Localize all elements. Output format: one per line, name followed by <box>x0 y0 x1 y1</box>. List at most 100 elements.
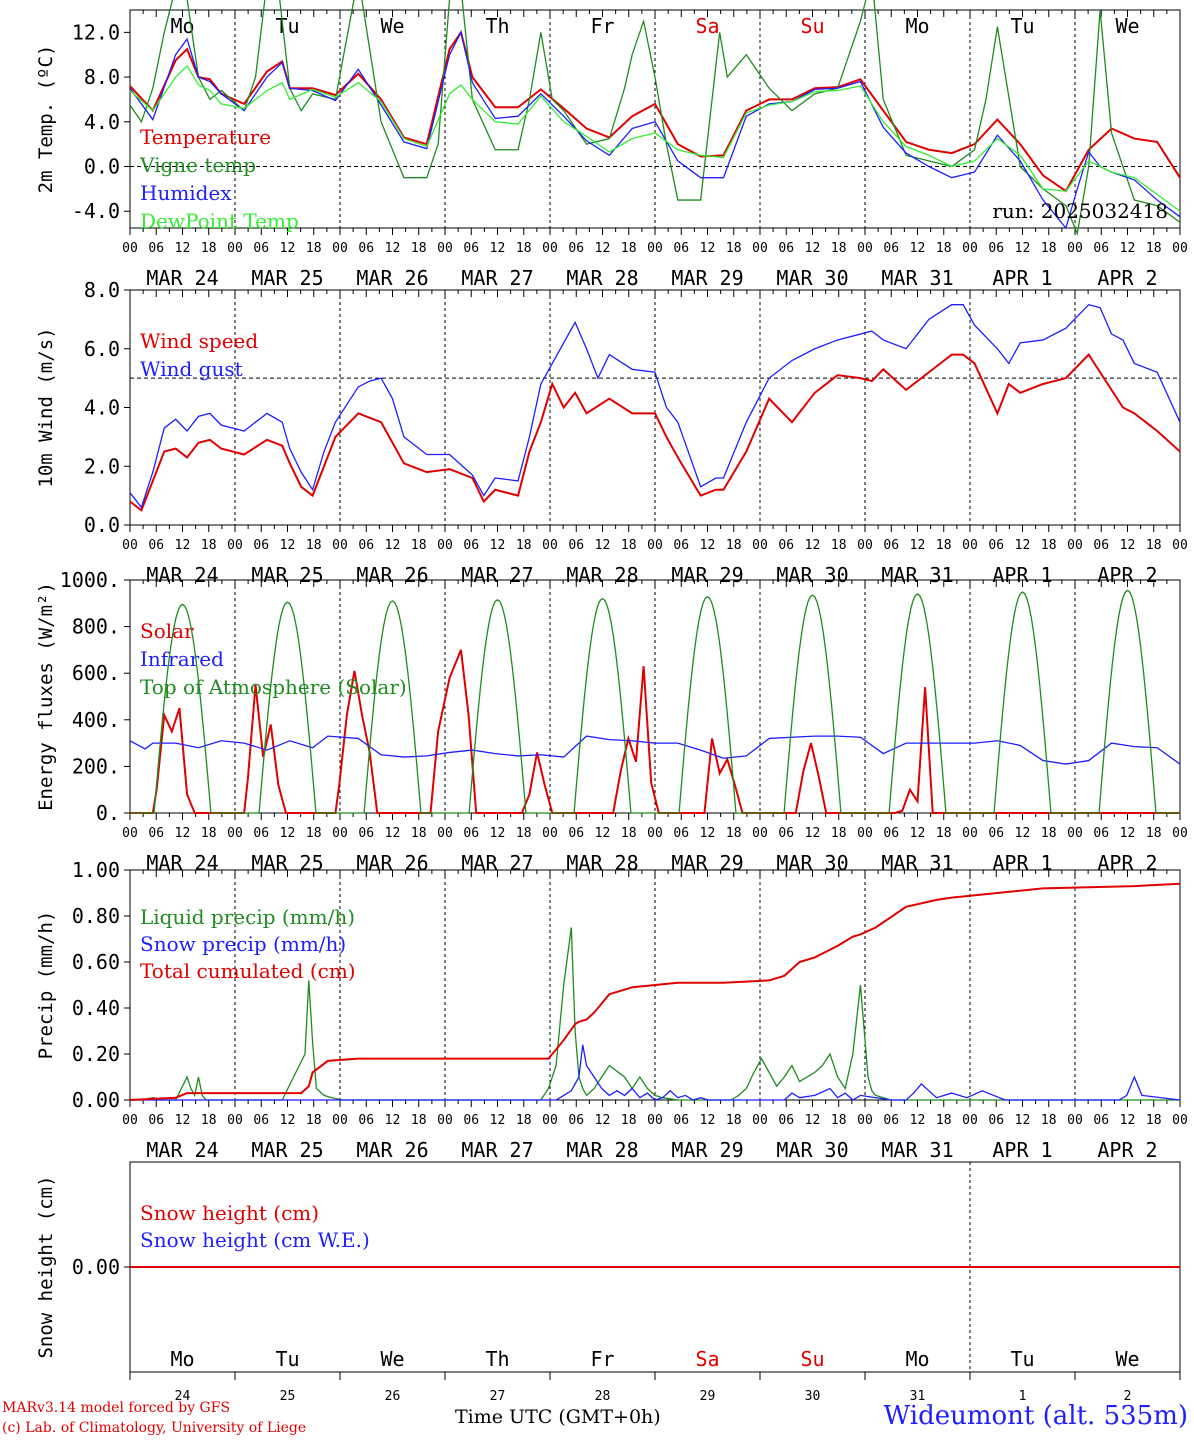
panel-temp: 12.0 8.0 4.0 0.0 -4.0 2m Temp. (ºC) 00 06 12 18 00… <box>35 0 1188 290</box>
hour-tick-label: 06 <box>358 538 374 553</box>
hour-tick-label: 18 <box>1041 1113 1057 1128</box>
day-number-label: 27 <box>490 1389 506 1404</box>
hour-tick-label: 12 <box>385 241 401 256</box>
hour-tick-label: 06 <box>253 826 269 841</box>
hour-tick-label: 06 <box>148 1113 164 1128</box>
hour-tick-label: 18 <box>726 1113 742 1128</box>
hour-tick-label: 12 <box>175 538 191 553</box>
day-number-label: 30 <box>805 1389 821 1404</box>
weekday-label: Sa <box>695 1347 719 1371</box>
hour-tick-label: 18 <box>411 538 427 553</box>
hour-tick-label: 00 <box>647 241 663 256</box>
hour-tick-label: 18 <box>936 538 952 553</box>
y-tick-label: 12.0 <box>72 20 120 44</box>
legend-entry: Liquid precip (mm/h) <box>140 905 355 929</box>
hour-tick-label: 06 <box>148 538 164 553</box>
hour-tick-label: 12 <box>385 826 401 841</box>
hour-tick-label: 12 <box>385 1113 401 1128</box>
y-axis-label: 2m Temp. (ºC) <box>35 45 57 194</box>
hour-tick-label: 18 <box>201 241 217 256</box>
hour-tick-label: 12 <box>910 1113 926 1128</box>
hour-tick-label: 12 <box>805 826 821 841</box>
hour-tick-label: 00 <box>1172 826 1188 841</box>
weekday-label: We <box>380 1347 404 1371</box>
hour-tick-label: 06 <box>673 1113 689 1128</box>
hour-tick-label: 00 <box>1067 1113 1083 1128</box>
hour-tick-label: 12 <box>700 826 716 841</box>
hour-tick-label: 06 <box>778 826 794 841</box>
legend-entry: Temperature <box>140 125 271 149</box>
hour-tick-label: 00 <box>647 1113 663 1128</box>
y-tick-label: 8.0 <box>84 278 120 302</box>
date-label: MAR 31 <box>881 1138 953 1162</box>
hour-tick-label: 00 <box>332 826 348 841</box>
legend-entry: Snow height (cm W.E.) <box>140 1228 370 1252</box>
hour-tick-label: 06 <box>358 241 374 256</box>
weekday-label: Th <box>485 14 509 38</box>
hour-tick-label: 12 <box>280 241 296 256</box>
hour-tick-label: 12 <box>280 826 296 841</box>
hour-tick-label: 12 <box>1015 241 1031 256</box>
day-number-label: 1 <box>1019 1389 1027 1404</box>
hour-tick-label: 06 <box>778 241 794 256</box>
hour-tick-label: 00 <box>122 826 138 841</box>
hour-tick-label: 18 <box>516 538 532 553</box>
hour-tick-label: 06 <box>988 826 1004 841</box>
series-line-vigne-temp <box>129 0 1181 236</box>
hour-tick-label: 06 <box>463 241 479 256</box>
y-tick-label: 0.00 <box>72 1255 120 1279</box>
hour-tick-label: 00 <box>437 1113 453 1128</box>
series-line-dewpoint-temp <box>129 64 1181 212</box>
y-tick-label: 200. <box>72 754 120 778</box>
date-label: MAR 30 <box>776 266 848 290</box>
hour-tick-label: 00 <box>542 826 558 841</box>
weekday-label: We <box>1115 1347 1139 1371</box>
legend-entry: Wind gust <box>140 357 243 381</box>
hour-tick-label: 00 <box>962 538 978 553</box>
hour-tick-label: 06 <box>568 826 584 841</box>
hour-tick-label: 06 <box>988 538 1004 553</box>
hour-tick-label: 06 <box>883 241 899 256</box>
hour-tick-label: 06 <box>253 241 269 256</box>
date-label: MAR 28 <box>566 1138 638 1162</box>
series-line-wind-gust <box>129 303 1181 509</box>
hour-tick-label: 18 <box>1041 826 1057 841</box>
hour-tick-label: 12 <box>1120 538 1136 553</box>
y-tick-label: 0.60 <box>72 950 120 974</box>
hour-tick-label: 06 <box>463 538 479 553</box>
hour-tick-label: 12 <box>910 538 926 553</box>
weekday-label: Sa <box>695 14 719 38</box>
hour-tick-label: 00 <box>227 538 243 553</box>
hour-tick-label: 06 <box>988 1113 1004 1128</box>
y-tick-label: 0.0 <box>84 155 120 179</box>
weekday-label: Fr <box>590 14 614 38</box>
hour-tick-label: 00 <box>332 538 348 553</box>
y-tick-label: -4.0 <box>72 199 120 223</box>
date-label: MAR 26 <box>356 266 428 290</box>
hour-tick-label: 00 <box>857 241 873 256</box>
hour-tick-label: 12 <box>1120 826 1136 841</box>
weekday-label: Mo <box>905 14 929 38</box>
panel-precip: 1.00 0.80 0.60 0.40 0.20 0.00 Precip (mm/h) 00 0… <box>35 858 1188 1162</box>
day-number-label: 25 <box>280 1389 296 1404</box>
hour-tick-label: 18 <box>936 1113 952 1128</box>
y-tick-label: 1.00 <box>72 858 120 882</box>
hour-tick-label: 06 <box>253 1113 269 1128</box>
hour-tick-label: 00 <box>857 538 873 553</box>
hour-tick-label: 12 <box>175 826 191 841</box>
legend-entry: Total cumulated (cm) <box>140 959 356 983</box>
series-line-humidex <box>129 30 1181 230</box>
hour-tick-label: 06 <box>148 826 164 841</box>
day-number-label: 29 <box>700 1389 716 1404</box>
hour-tick-label: 18 <box>1146 538 1162 553</box>
hour-tick-label: 06 <box>253 538 269 553</box>
date-label: MAR 29 <box>671 266 743 290</box>
series-line-top-of-atmosphere <box>130 589 1180 814</box>
date-label: APR 1 <box>992 266 1052 290</box>
date-label: MAR 24 <box>146 266 218 290</box>
hour-tick-label: 12 <box>595 826 611 841</box>
day-number-label: 26 <box>385 1389 401 1404</box>
hour-tick-label: 12 <box>700 1113 716 1128</box>
hour-tick-label: 12 <box>280 538 296 553</box>
